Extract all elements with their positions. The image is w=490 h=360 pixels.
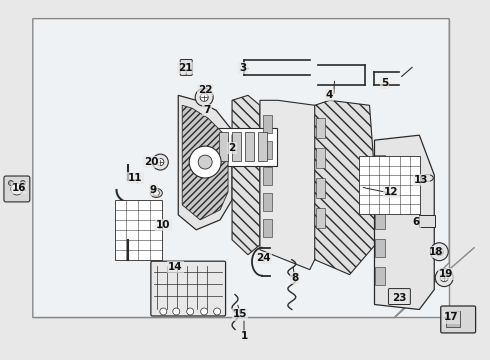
Bar — [375, 155, 386, 173]
Text: 22: 22 — [198, 85, 212, 95]
Bar — [258, 132, 267, 161]
Bar — [263, 167, 272, 185]
Bar — [375, 211, 386, 229]
Bar — [316, 178, 325, 198]
Text: 17: 17 — [444, 312, 459, 323]
Text: 15: 15 — [233, 310, 247, 319]
Bar — [446, 311, 460, 328]
Bar — [263, 193, 272, 211]
Circle shape — [157, 158, 164, 166]
Circle shape — [200, 93, 208, 102]
Bar — [316, 118, 325, 138]
Circle shape — [195, 88, 213, 106]
Circle shape — [152, 154, 168, 170]
Bar — [359, 156, 420, 214]
Text: 13: 13 — [414, 175, 429, 185]
Polygon shape — [178, 95, 232, 230]
Polygon shape — [33, 19, 449, 318]
Text: 14: 14 — [168, 262, 183, 272]
Text: 12: 12 — [384, 187, 399, 197]
FancyBboxPatch shape — [180, 59, 192, 75]
Text: 24: 24 — [257, 253, 271, 263]
Bar — [316, 208, 325, 228]
Circle shape — [198, 155, 212, 169]
Text: 5: 5 — [381, 78, 388, 88]
Text: 7: 7 — [203, 105, 211, 115]
Polygon shape — [315, 100, 379, 275]
Text: 10: 10 — [156, 220, 171, 230]
Text: 4: 4 — [326, 90, 333, 100]
Text: 3: 3 — [240, 63, 246, 73]
FancyBboxPatch shape — [4, 176, 30, 202]
Text: 19: 19 — [439, 269, 453, 279]
Text: 9: 9 — [150, 185, 157, 195]
Text: 1: 1 — [241, 332, 247, 341]
Circle shape — [214, 308, 220, 315]
Bar — [419, 215, 435, 227]
Bar — [263, 219, 272, 237]
FancyBboxPatch shape — [151, 261, 225, 316]
Bar — [219, 132, 228, 161]
Bar — [215, 128, 277, 166]
Bar — [115, 200, 162, 260]
Circle shape — [435, 248, 443, 256]
Ellipse shape — [150, 189, 162, 197]
Circle shape — [435, 269, 453, 287]
Text: 8: 8 — [291, 273, 298, 283]
Circle shape — [183, 64, 190, 71]
Bar — [375, 239, 386, 257]
Circle shape — [160, 308, 167, 315]
FancyBboxPatch shape — [441, 306, 476, 333]
Bar — [316, 148, 325, 168]
Text: 21: 21 — [178, 63, 193, 73]
Bar — [263, 115, 272, 133]
Circle shape — [21, 180, 25, 185]
Polygon shape — [232, 95, 260, 255]
Polygon shape — [182, 105, 228, 220]
Circle shape — [173, 308, 180, 315]
Text: 16: 16 — [12, 183, 26, 193]
Circle shape — [187, 308, 194, 315]
Text: 11: 11 — [128, 173, 143, 183]
Bar — [33, 19, 449, 318]
FancyBboxPatch shape — [389, 289, 410, 305]
Text: 20: 20 — [144, 157, 159, 167]
Circle shape — [201, 308, 208, 315]
Circle shape — [153, 190, 159, 196]
Ellipse shape — [421, 175, 433, 181]
Bar — [245, 132, 254, 161]
Text: 18: 18 — [429, 247, 443, 257]
Polygon shape — [260, 100, 330, 270]
Text: 6: 6 — [413, 217, 420, 227]
Circle shape — [189, 146, 221, 178]
Bar — [375, 267, 386, 285]
Circle shape — [440, 274, 448, 282]
Bar — [263, 141, 272, 159]
Circle shape — [11, 183, 23, 195]
Text: 23: 23 — [392, 293, 407, 302]
Circle shape — [430, 243, 448, 261]
Bar — [232, 132, 241, 161]
Text: 2: 2 — [228, 143, 236, 153]
Bar — [375, 183, 386, 201]
Polygon shape — [374, 135, 434, 310]
Circle shape — [8, 180, 13, 185]
